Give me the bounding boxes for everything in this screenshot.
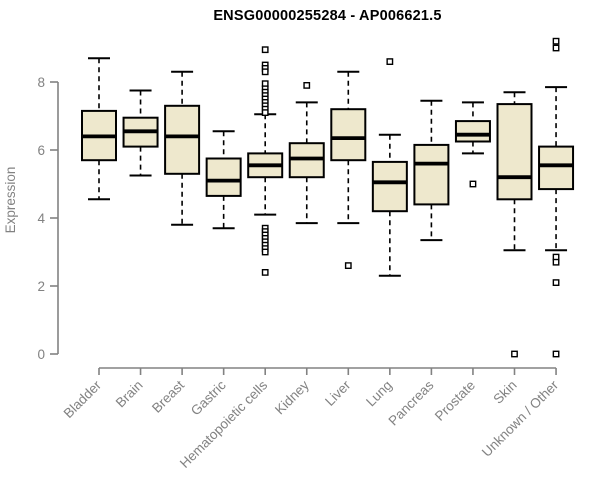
box-liver [330,108,367,162]
x-tick-label-bladder: Bladder [61,377,105,421]
box-skin [496,103,533,201]
box-pancreas [413,143,450,206]
outlier-unknown-other-0 [552,37,560,45]
box-unknown-other [538,145,575,191]
x-tick-label-prostate: Prostate [432,378,478,424]
x-tick-label-liver: Liver [322,377,354,409]
x-tick-label-breast: Breast [149,377,187,415]
outlier-unknown-other-1 [552,44,560,52]
outlier-skin-0 [511,350,518,358]
outlier-hematopoietic-cells-3 [261,68,269,76]
box-gastric [205,157,242,197]
outlier-lung-0 [386,58,394,66]
y-tick-label-6: 6 [37,143,45,158]
y-axis-title: Expression [3,167,18,234]
outlier-hematopoietic-cells-21 [261,269,269,276]
chart-title: ENSG00000255284 - AP006621.5 [213,8,442,24]
y-tick-label-2: 2 [37,279,45,294]
box-prostate [454,120,491,143]
outlier-hematopoietic-cells-0 [261,46,269,54]
y-tick-label-8: 8 [37,75,45,90]
outlier-unknown-other-3 [552,258,560,266]
x-tick-label-skin: Skin [490,378,519,407]
outlier-prostate-0 [469,180,477,188]
x-tick-label-kidney: Kidney [272,377,312,417]
x-tick-label-unknown-other: Unknown / Other [479,377,562,460]
y-tick-label-0: 0 [37,347,45,362]
y-tick-label-4: 4 [37,211,45,226]
outlier-unknown-other-5 [552,350,560,358]
x-tick-label-brain: Brain [113,378,146,411]
x-tick-label-gastric: Gastric [188,377,229,418]
x-tick-label-pancreas: Pancreas [386,377,437,428]
outlier-hematopoietic-cells-20 [261,248,269,256]
box-lung [371,160,408,213]
x-tick-label-lung: Lung [363,378,395,410]
box-breast [164,104,201,175]
outlier-unknown-other-4 [552,279,560,286]
outlier-hematopoietic-cells-12 [261,109,269,117]
outlier-kidney-0 [303,81,311,89]
outlier-liver-0 [344,262,352,269]
